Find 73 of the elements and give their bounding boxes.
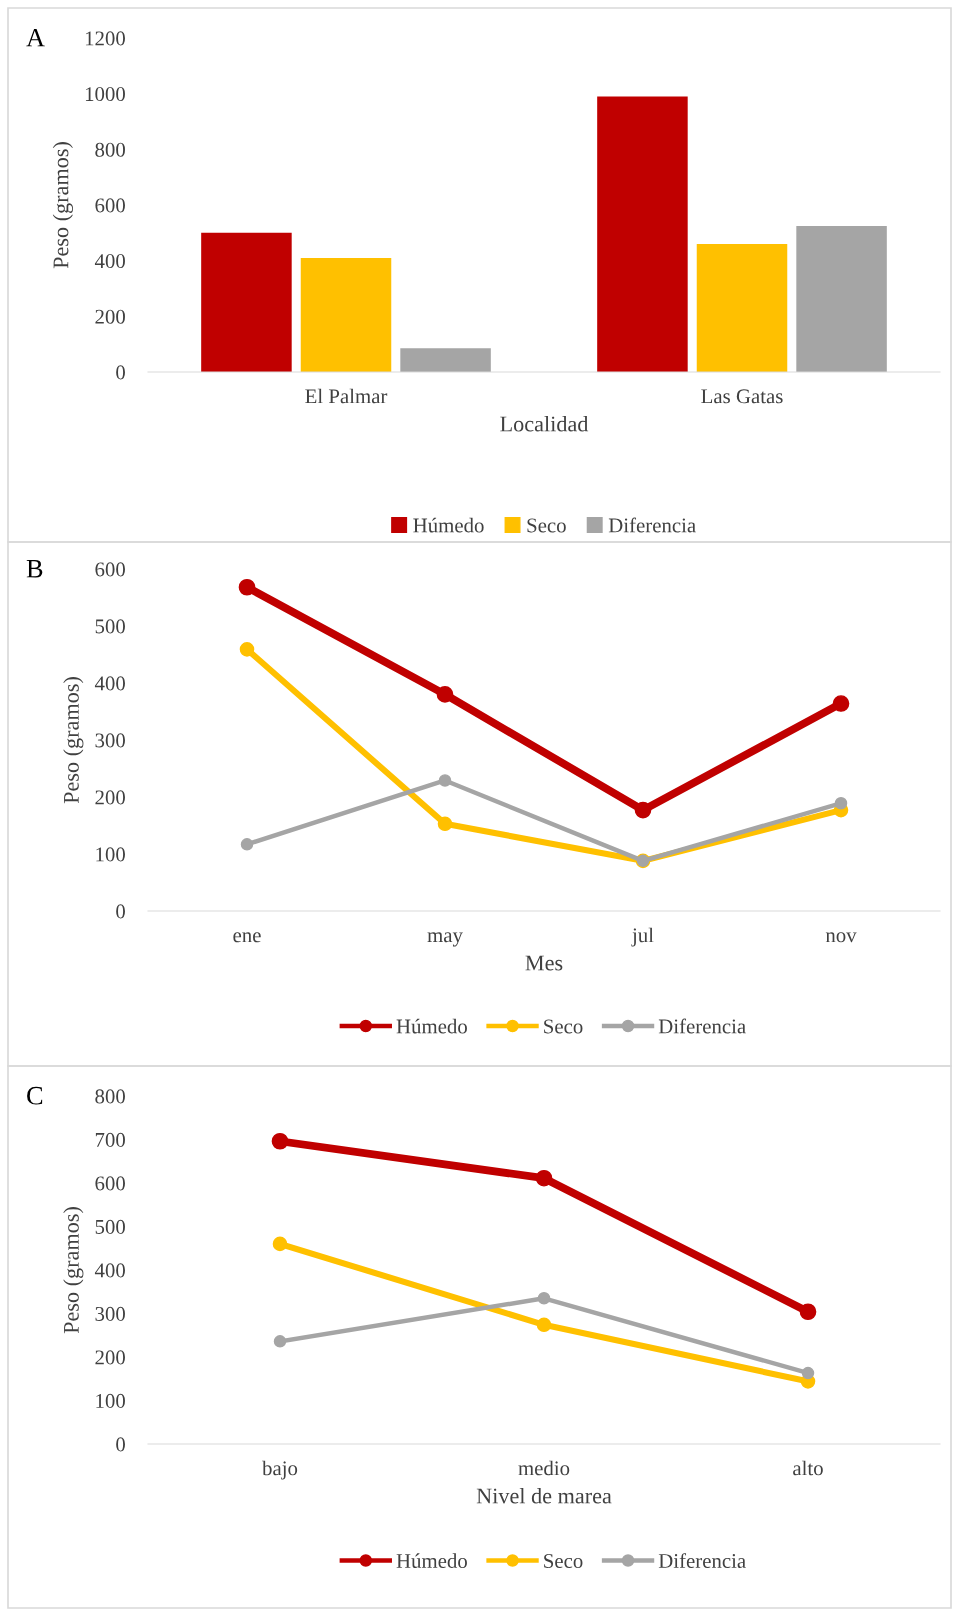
x-tick-label: medio — [518, 1460, 570, 1476]
point — [536, 1317, 552, 1333]
y-tick-label: 500 — [95, 619, 125, 634]
bar — [201, 232, 292, 372]
text: A — [26, 28, 45, 47]
legend-label: Húmedo — [396, 1553, 467, 1569]
point — [272, 1236, 288, 1252]
y-tick-label: 700 — [95, 1132, 125, 1147]
text: B — [26, 560, 43, 578]
x-axis-title: Nivel de marea — [476, 1487, 612, 1504]
x-tick-label: jul — [631, 927, 654, 947]
legend-label: Húmedo — [396, 1018, 467, 1034]
point — [634, 801, 652, 819]
x-tick-label: nov — [825, 932, 857, 943]
bar — [696, 243, 788, 372]
y-tick-label: 800 — [95, 1089, 125, 1104]
y-tick-label: 200 — [95, 1350, 125, 1365]
point — [436, 686, 454, 703]
x-tick-label: bajo — [262, 1460, 298, 1480]
point — [438, 774, 452, 787]
legend-label: Húmedo — [413, 517, 484, 533]
point — [832, 695, 850, 712]
y-tick-label: 500 — [95, 1219, 125, 1234]
point — [801, 1366, 815, 1380]
bar — [400, 348, 491, 372]
legend-label: Seco — [544, 1019, 583, 1034]
point — [437, 816, 453, 832]
y-tick-label: 800 — [95, 142, 125, 157]
y-tick-label: 600 — [95, 562, 125, 577]
point — [537, 1292, 551, 1305]
legend-label: Diferencia — [608, 517, 696, 533]
bar — [597, 96, 688, 372]
y-tick-label: 100 — [96, 847, 125, 862]
legend-label: Diferencia — [658, 1553, 746, 1569]
legend-label: Seco — [527, 518, 566, 533]
bar — [300, 257, 392, 372]
legend-label: Diferencia — [658, 1018, 746, 1034]
x-axis-title: Localidad — [500, 415, 589, 432]
x-tick-label: Las Gatas — [701, 389, 783, 404]
y-tick-label: 1000 — [85, 87, 125, 102]
y-tick-label: 1200 — [85, 31, 125, 46]
bar — [796, 225, 887, 372]
y-tick-label: 400 — [94, 676, 125, 691]
y-tick-label: 100 — [96, 1393, 125, 1408]
y-tick-label: 0 — [116, 365, 125, 380]
y-axis-title: Peso (gramos) — [52, 142, 73, 269]
x-tick-label: ene — [233, 932, 261, 943]
text: C — [27, 1086, 43, 1105]
x-axis-title: Mes — [525, 955, 563, 971]
y-axis-title: Peso (gramos) — [63, 677, 84, 804]
y-tick-label: 600 — [95, 1176, 125, 1191]
y-tick-label: 600 — [95, 198, 125, 213]
y-tick-label: 400 — [94, 254, 125, 269]
y-tick-label: 0 — [116, 1437, 125, 1452]
x-tick-label: alto — [793, 1460, 823, 1476]
y-tick-label: 400 — [94, 1263, 125, 1278]
y-tick-label: 200 — [95, 309, 125, 324]
point — [834, 797, 848, 810]
point — [535, 1169, 553, 1187]
point — [799, 1303, 817, 1321]
point — [238, 578, 256, 596]
x-tick-label: El Palmar — [305, 388, 388, 404]
y-tick-label: 200 — [95, 790, 125, 805]
point — [271, 1132, 289, 1150]
point — [240, 838, 254, 851]
y-tick-label: 300 — [95, 1306, 125, 1321]
point — [273, 1335, 287, 1348]
legend-label: Seco — [544, 1554, 583, 1569]
point — [239, 642, 255, 657]
y-tick-label: 0 — [116, 904, 125, 919]
x-tick-label: may — [427, 932, 463, 947]
y-axis-title: Peso (gramos) — [63, 1207, 84, 1334]
y-tick-label: 300 — [95, 733, 125, 748]
